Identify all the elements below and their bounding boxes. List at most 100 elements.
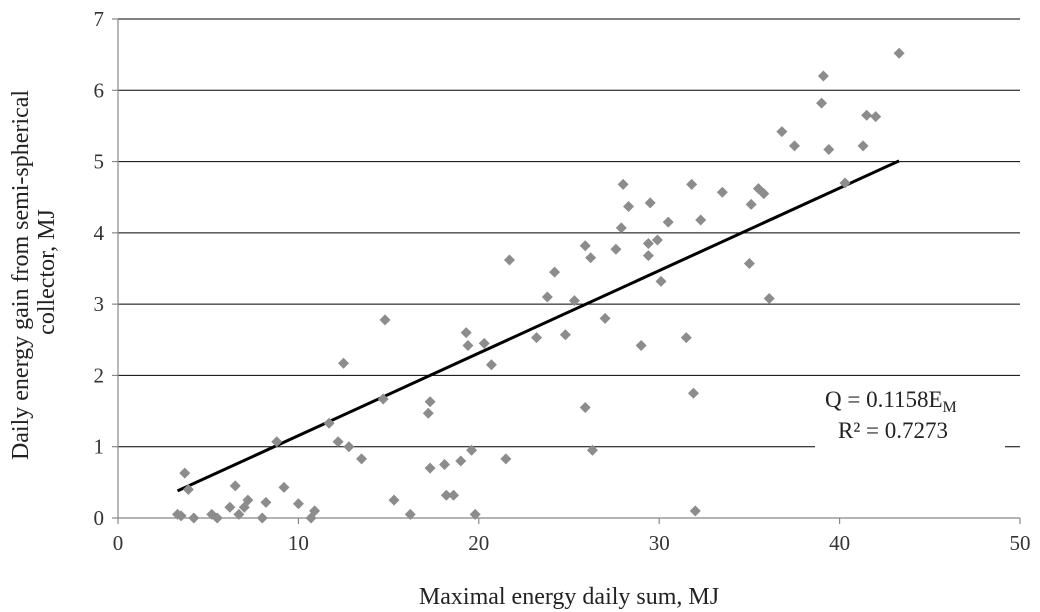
y-tick-label: 7 (94, 7, 105, 31)
data-point (861, 109, 873, 121)
data-points (172, 47, 905, 524)
y-tick-label: 4 (94, 221, 105, 245)
data-point (343, 441, 355, 453)
data-point (182, 483, 194, 495)
y-axis-title: Daily energy gain from semi-spherical co… (8, 84, 60, 460)
data-point (758, 188, 770, 200)
data-point (332, 436, 344, 448)
data-point (642, 250, 654, 262)
r-squared-label: R² = 0.7273 (838, 418, 948, 443)
data-point (309, 505, 321, 517)
y-tick-label: 1 (94, 435, 105, 459)
data-point (579, 402, 591, 414)
x-axis-title: Maximal energy daily sum, MJ (419, 584, 719, 610)
data-point (466, 444, 478, 456)
data-point (623, 200, 635, 212)
data-point (439, 459, 451, 471)
data-point (763, 292, 775, 304)
data-point (716, 186, 728, 198)
data-point (617, 178, 629, 190)
y-tick-label: 6 (94, 78, 105, 102)
data-point (642, 238, 654, 250)
data-point (559, 329, 571, 341)
data-point (531, 332, 543, 344)
data-point (292, 498, 304, 510)
data-point (224, 501, 236, 513)
data-point (271, 436, 283, 448)
tick-labels: 0 1 2 3 4 5 6 7 0 10 20 30 40 50 (94, 7, 1031, 555)
data-point (579, 240, 591, 252)
x-tick-label: 0 (113, 531, 124, 555)
data-point (599, 312, 611, 324)
y-tick-label: 5 (94, 150, 105, 174)
x-tick-label: 10 (288, 531, 309, 555)
data-point (448, 489, 460, 501)
data-point (680, 332, 692, 344)
data-point (440, 489, 452, 501)
data-point (817, 70, 829, 82)
data-point (655, 275, 667, 287)
data-point (242, 494, 254, 506)
trendline (176, 159, 900, 493)
data-point (404, 508, 416, 520)
data-point (743, 258, 755, 270)
data-point (500, 453, 512, 465)
data-point (323, 417, 335, 429)
data-point (379, 314, 391, 326)
axes (112, 18, 1021, 524)
data-point (644, 197, 656, 209)
data-point (469, 508, 481, 520)
y-tick-label: 0 (94, 506, 105, 530)
data-point (460, 327, 472, 339)
gridlines (118, 18, 1020, 448)
data-point (870, 111, 882, 123)
x-tick-label: 20 (468, 531, 489, 555)
data-point (388, 494, 400, 506)
data-point (485, 359, 497, 371)
data-point (278, 481, 290, 493)
data-point (229, 480, 241, 492)
data-point (745, 198, 757, 210)
data-point (422, 407, 434, 419)
data-point (776, 126, 788, 138)
data-point (179, 467, 191, 479)
data-point (568, 295, 580, 307)
data-point (695, 214, 707, 226)
data-point (260, 496, 272, 508)
data-point (211, 512, 223, 524)
data-point (615, 222, 627, 234)
data-point (338, 357, 349, 369)
data-point (686, 178, 698, 190)
data-point (455, 455, 467, 467)
equation-label: Q = 0.1158EM (825, 387, 957, 416)
data-point (541, 291, 553, 303)
data-point (651, 234, 663, 246)
data-point (893, 47, 905, 59)
equation-subscript: M (943, 399, 957, 416)
data-point (662, 216, 674, 228)
data-point (256, 512, 268, 524)
data-point (689, 505, 701, 517)
data-point (356, 453, 368, 465)
data-point (687, 387, 699, 399)
data-point (857, 140, 869, 152)
y-axis-title-line-2: collector, MJ (34, 209, 60, 335)
data-point (789, 140, 800, 152)
data-point (188, 512, 200, 524)
data-point (610, 243, 622, 255)
data-point (549, 266, 561, 278)
data-point (478, 337, 490, 349)
x-tick-label: 50 (1010, 531, 1031, 555)
trendline-layer (176, 159, 900, 493)
annotation-background (815, 376, 1005, 448)
data-point (586, 444, 598, 456)
data-point (377, 393, 389, 405)
data-point (175, 510, 187, 522)
equation-main: Q = 0.1158E (825, 387, 943, 412)
y-axis-title-line-1: Daily energy gain from semi-spherical (8, 90, 34, 460)
data-point (635, 339, 647, 351)
x-tick-label: 40 (829, 531, 850, 555)
data-point (585, 252, 597, 264)
y-tick-label: 3 (94, 292, 105, 316)
